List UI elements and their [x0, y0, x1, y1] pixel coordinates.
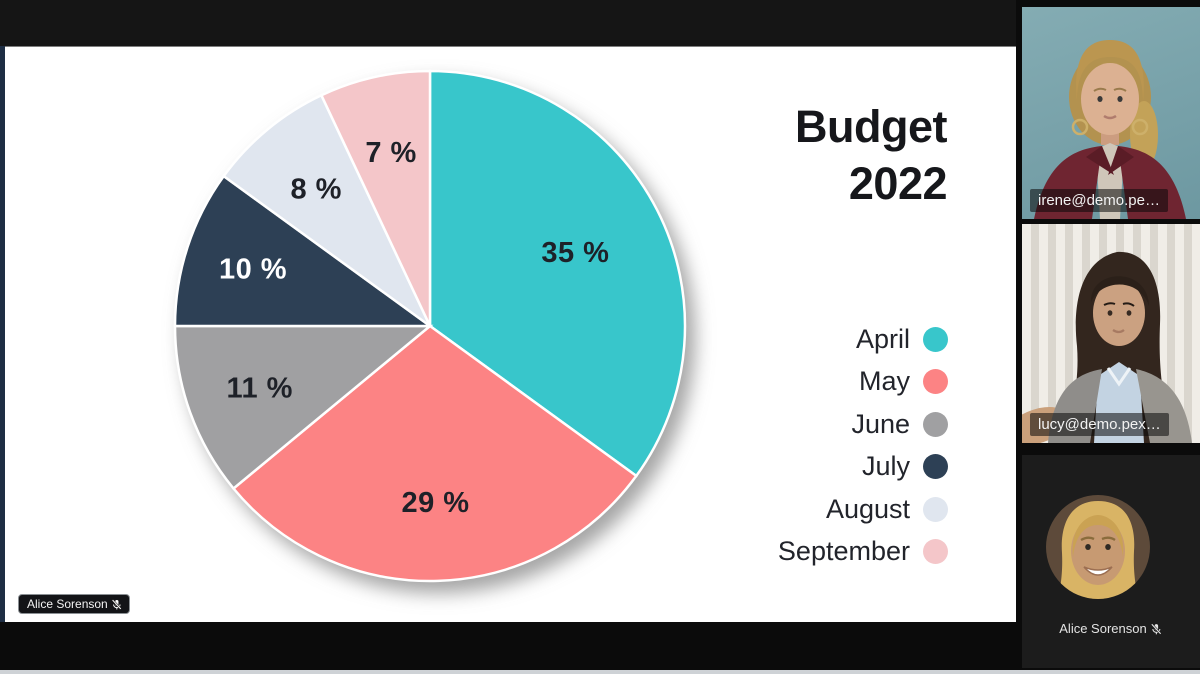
legend-label: April	[855, 323, 910, 354]
legend-swatch	[923, 369, 948, 395]
slice-value-label-april: 35 %	[541, 237, 609, 269]
legend-item-july: July	[778, 446, 948, 489]
pie-slice-september	[319, 69, 432, 327]
legend-item-september: September	[778, 531, 948, 574]
presenter-name-pill: Alice Sorenson	[18, 594, 130, 614]
pie-slice-august	[221, 93, 432, 328]
pie-slice-july	[173, 174, 434, 328]
pie-slice-april	[428, 69, 687, 478]
participant-tile-alice[interactable]: Alice Sorenson	[1022, 455, 1200, 668]
mic-muted-icon	[111, 598, 122, 610]
bottom-edge-strip	[0, 670, 1200, 674]
legend-item-june: June	[778, 403, 948, 446]
pie-slice-june	[173, 324, 434, 491]
participant-video-irene	[1034, 40, 1186, 219]
slice-value-label-july: 10 %	[219, 254, 287, 286]
participant-name-row: Alice Sorenson	[1022, 621, 1200, 636]
participant-tile-irene[interactable]: irene@demo.pe…	[1022, 7, 1200, 219]
avatar	[1046, 495, 1150, 599]
legend-swatch	[923, 539, 948, 565]
chart-title-line1: Budget	[795, 101, 947, 152]
slice-value-label-august: 8 %	[290, 174, 341, 206]
mic-muted-icon	[1150, 622, 1162, 635]
chart-legend: April May June July August September	[778, 318, 948, 573]
slice-value-label-may: 29 %	[401, 487, 469, 519]
chart-title-line2: 2022	[848, 157, 948, 209]
chart-title: Budget 2022	[795, 99, 947, 212]
screen-share-top-letterbox	[0, 0, 1016, 46]
legend-label: September	[777, 536, 910, 567]
legend-label: June	[851, 408, 910, 439]
shared-window-left-edge	[0, 46, 5, 622]
participant-tile-lucy[interactable]: lucy@demo.pex…	[1022, 224, 1200, 443]
presenter-name: Alice Sorenson	[27, 597, 108, 611]
legend-swatch	[923, 496, 948, 522]
legend-item-april: April	[778, 318, 948, 361]
budget-pie-chart: 35 % 29 % 11 % 10 % 8 % 7 %	[173, 69, 687, 583]
slice-value-label-june: 11 %	[226, 372, 293, 404]
legend-label: May	[858, 366, 910, 397]
participant-name-alice: Alice Sorenson	[1059, 621, 1147, 636]
pie-slice-may	[231, 324, 639, 583]
legend-swatch	[923, 454, 948, 480]
slice-value-label-september: 7 %	[365, 137, 416, 169]
legend-label: July	[861, 451, 910, 482]
legend-item-august: August	[778, 488, 948, 531]
legend-swatch	[923, 411, 948, 437]
participant-label-lucy: lucy@demo.pex…	[1030, 413, 1169, 436]
legend-item-may: May	[778, 361, 948, 404]
participant-label-irene: irene@demo.pe…	[1030, 189, 1168, 212]
screen-share-slide: 35 % 29 % 11 % 10 % 8 % 7 % Budget 2022 April…	[5, 46, 1016, 622]
legend-label: August	[825, 493, 910, 524]
participant-video-lucy	[1022, 251, 1192, 443]
legend-swatch	[923, 326, 948, 352]
